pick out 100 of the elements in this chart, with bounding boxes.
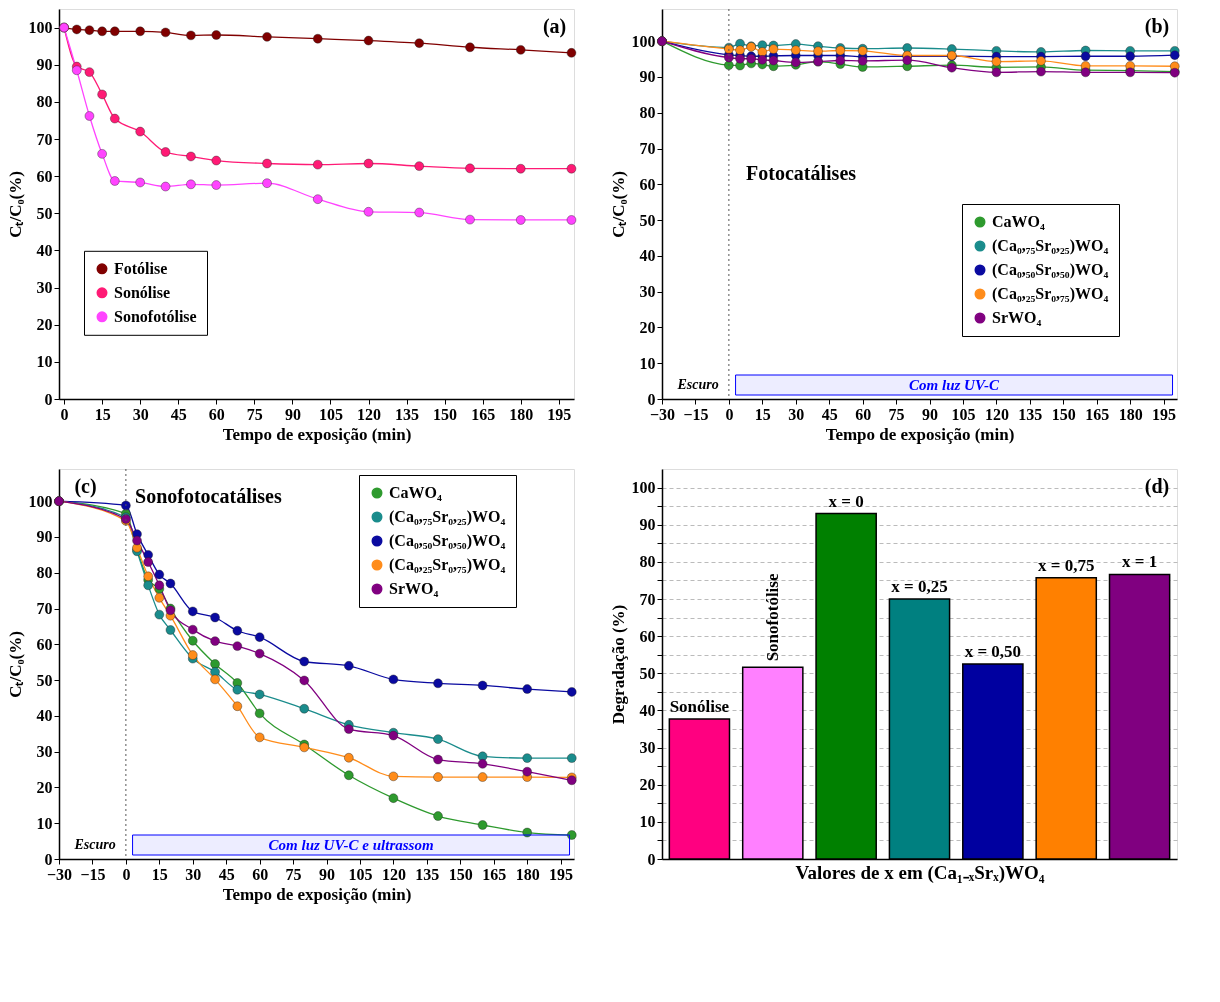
y-tick-label: 10 [639,354,656,372]
y-tick-label: 10 [36,814,53,832]
y-tick-label: 80 [639,104,656,122]
y-tick-label: 70 [639,140,656,158]
x-tick-label: 90 [284,405,301,423]
y-tick-label: 90 [639,68,656,86]
y-tick-label: 80 [36,564,53,582]
legend-label: Sonofotólise [114,307,197,325]
y-axis-title: Cₜ/C₀(%) [608,171,628,238]
x-tick-label: 75 [285,865,302,883]
x-tick-label: 60 [208,405,225,423]
x-tick-label: 60 [252,865,269,883]
x-tick-label: 15 [151,865,168,883]
y-tick-label: 10 [639,813,656,831]
y-tick-label: 60 [639,627,656,645]
y-tick-label: 20 [639,318,656,336]
category-label: Sonofotólise [762,573,782,662]
x-axis-title: Valores de x em (Ca₁₋ₓSrₓ)WO₄ [795,861,1045,884]
x-tick-label: −15 [683,405,709,423]
y-tick-label: 80 [639,553,656,571]
category-label: x = 1 [1121,552,1158,572]
y-tick-label: 10 [36,353,53,371]
annotation: (c) [74,475,97,498]
x-tick-label: 150 [1051,405,1076,423]
x-tick-label: 0 [122,865,131,883]
x-tick-label: 0 [60,405,69,423]
y-tick-label: 90 [36,528,53,546]
annotation: (b) [1144,15,1170,38]
x-tick-label: 165 [482,865,507,883]
y-tick-label: 50 [36,671,53,689]
x-tick-label: 135 [1018,405,1043,423]
x-tick-label: 195 [547,405,572,423]
legend-label: (Ca₀,₅₀Sr₀,₅₀)WO₄ [389,532,506,550]
x-tick-label: 150 [448,865,473,883]
x-tick-label: 195 [1152,405,1177,423]
legend-label: CaWO₄ [992,213,1045,230]
y-tick-label: 20 [36,778,53,796]
x-tick-label: 105 [951,405,976,423]
x-tick-label: 15 [754,405,771,423]
legend-label: (Ca₀,₇₅Sr₀,₂₅)WO₄ [389,508,506,526]
annotation: Escuro [73,837,116,852]
y-tick-label: 40 [639,701,656,719]
x-tick-label: 30 [132,405,149,423]
legend-label: SrWO₄ [992,309,1042,326]
x-tick-label: 60 [855,405,872,423]
y-tick-label: 30 [639,283,656,301]
x-tick-label: 195 [549,865,574,883]
y-tick-label: 90 [36,56,53,74]
x-tick-label: 120 [381,865,406,883]
y-tick-label: 0 [44,850,53,868]
x-tick-label: 15 [94,405,111,423]
y-tick-label: 0 [647,850,656,868]
x-tick-label: −30 [649,405,676,423]
y-tick-label: 20 [36,316,53,334]
category-label: x = 0,75 [1038,555,1095,575]
x-tick-label: 180 [1118,405,1143,423]
legend-label: (Ca₀,₂₅Sr₀,₇₅)WO₄ [992,285,1109,303]
y-tick-label: 70 [639,590,656,608]
y-tick-label: 30 [36,743,53,761]
x-tick-label: 30 [788,405,805,423]
y-tick-label: 0 [647,390,656,408]
y-tick-label: 30 [36,279,53,297]
x-tick-label: 180 [509,405,534,423]
legend-label: (Ca₀,₂₅Sr₀,₇₅)WO₄ [389,556,506,574]
y-tick-label: 40 [639,247,656,265]
x-tick-label: 75 [888,405,905,423]
x-tick-label: 45 [821,405,838,423]
x-tick-label: 90 [922,405,939,423]
x-tick-label: 165 [471,405,496,423]
y-tick-label: 60 [639,175,656,193]
x-tick-label: 105 [318,405,343,423]
y-tick-label: 0 [44,390,53,408]
y-tick-label: 100 [28,492,53,510]
y-tick-label: 90 [639,516,656,534]
x-tick-label: −15 [80,865,106,883]
category-label: Sonólise [669,696,730,716]
y-tick-label: 50 [639,664,656,682]
x-tick-label: 0 [725,405,734,423]
y-axis-title: Cₜ/C₀(%) [5,631,25,698]
y-tick-label: 40 [36,707,53,725]
legend-label: (Ca₀,₇₅Sr₀,₂₅)WO₄ [992,237,1109,255]
y-tick-label: 50 [36,204,53,222]
y-axis-title: Cₜ/C₀(%) [5,171,25,238]
y-tick-label: 40 [36,241,53,259]
y-tick-label: 80 [36,93,53,111]
y-tick-label: 70 [36,130,53,148]
category-label: x = 0 [828,491,864,511]
band-label: Com luz UV-C [909,377,1001,393]
legend-label: SrWO₄ [389,580,439,597]
x-tick-label: 45 [170,405,187,423]
x-tick-label: 90 [319,865,336,883]
y-tick-label: 100 [28,19,53,37]
category-label: x = 0,50 [964,642,1022,661]
x-axis-title: Tempo de exposição (min) [222,424,412,444]
x-tick-label: 180 [515,865,540,883]
x-tick-label: 30 [185,865,202,883]
x-tick-label: 105 [348,865,373,883]
legend-label: Sonólise [114,283,171,301]
annotation: Escuro [676,377,719,392]
x-tick-label: 45 [218,865,235,883]
